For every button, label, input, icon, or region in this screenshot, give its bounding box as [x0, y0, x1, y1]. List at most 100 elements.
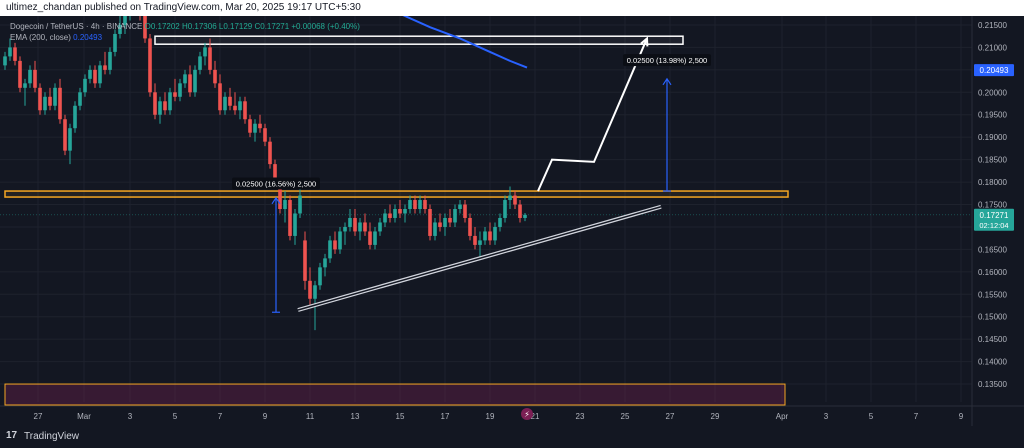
candle-body	[58, 87, 62, 120]
grid-lines	[0, 16, 1024, 426]
candle-body	[273, 164, 277, 183]
target-zone	[154, 35, 684, 45]
candle-body	[223, 96, 227, 111]
published-line: ultimez_chandan published on TradingView…	[6, 2, 361, 13]
ascending-trendline-inner	[297, 206, 662, 311]
candle-body	[103, 65, 107, 70]
chart-background	[0, 16, 1024, 426]
candle-body	[173, 92, 177, 97]
candle-body	[288, 200, 292, 236]
time-tick-label: 5	[173, 412, 178, 421]
ema-layer	[402, 16, 528, 69]
candle-body	[8, 47, 12, 57]
candle-body	[363, 222, 367, 232]
candle-body	[428, 209, 432, 236]
candle-body	[513, 195, 517, 205]
candle-body	[268, 141, 272, 165]
price-tick-label: 0.15000	[978, 313, 1007, 322]
candle-body	[378, 222, 382, 232]
candle-body	[213, 69, 217, 84]
candle-body	[28, 69, 32, 84]
candle-body	[143, 16, 147, 39]
candle-body	[423, 200, 427, 209]
time-tick-label: 7	[914, 412, 919, 421]
candle-body	[48, 96, 52, 106]
price-tick-label: 0.15500	[978, 290, 1007, 299]
measure-arrow-head	[662, 77, 672, 86]
time-tick-label: 27	[666, 412, 675, 421]
candle-body	[473, 235, 477, 245]
candle-body	[443, 217, 447, 227]
time-tick-label: 9	[263, 412, 268, 421]
measure-label-bg	[232, 177, 320, 190]
measure-label: 0.02500 (16.56%) 2,500	[236, 180, 316, 189]
candle-body	[198, 56, 202, 70]
time-tick-label: Mar	[77, 412, 91, 421]
candle-body	[388, 213, 392, 218]
candle-body	[218, 83, 222, 111]
tradingview-logo-icon: 17	[6, 430, 18, 441]
price-chart[interactable]: 0.02500 (16.56%) 2,500 0.02500 (13.98%) 2…	[0, 16, 1024, 426]
candle-body	[283, 200, 287, 209]
price-tick-label: 0.14500	[978, 335, 1007, 344]
candle-body	[468, 217, 472, 236]
candle-body	[313, 285, 317, 299]
ema-200-line	[402, 16, 528, 69]
candle-body	[13, 47, 17, 61]
candle-body	[118, 24, 122, 34]
footer: 17 TradingView	[0, 426, 1024, 448]
candle-body	[88, 69, 92, 79]
legend-ema-value: 0.20493	[73, 33, 103, 42]
candle-body	[338, 231, 342, 250]
candle-body	[403, 209, 407, 214]
price-tick-label: 0.18500	[978, 156, 1007, 165]
candle-body	[158, 101, 162, 115]
projection-path	[537, 38, 648, 192]
candle-body	[278, 182, 282, 209]
resistance-zone	[4, 190, 789, 198]
price-axis[interactable]: 0.215000.210000.205000.200000.195000.190…	[971, 16, 1014, 426]
lightning-icon: ⚡	[524, 410, 530, 419]
candle-body	[108, 51, 112, 70]
countdown-label: 02:12:04	[979, 221, 1008, 230]
ema-price-tag	[974, 64, 1014, 77]
publish-info-bar: ultimez_chandan published on TradingView…	[0, 0, 1024, 16]
candle-body	[73, 105, 77, 129]
candle-body	[368, 231, 372, 245]
zones-layer	[0, 35, 972, 406]
price-tick-label: 0.16000	[978, 268, 1007, 277]
candle-body	[253, 123, 257, 133]
price-tick-label: 0.17500	[978, 201, 1007, 210]
candle-body	[413, 200, 417, 209]
candle-body	[343, 226, 347, 232]
time-axis[interactable]: 27 Mar 3 5 7 9 11 13 15 17 19 21 23 25 27 29 Apr 3 5 7 9 ⚡	[0, 405, 1024, 421]
drawings-layer: 0.02500 (16.56%) 2,500 0.02500 (13.98%) 2…	[232, 36, 711, 313]
candle-body	[318, 267, 322, 286]
candle-body	[63, 119, 67, 151]
candle-body	[18, 60, 22, 88]
candle-body	[463, 204, 467, 218]
event-marker-icon[interactable]	[521, 408, 533, 420]
candle-body	[53, 87, 57, 106]
candle-body	[258, 123, 262, 129]
measure-label: 0.02500 (13.98%) 2,500	[627, 56, 707, 65]
candle-body	[508, 195, 512, 201]
candle-body	[248, 119, 252, 133]
candle-body	[298, 195, 302, 214]
candle-body	[498, 217, 502, 227]
candles-layer	[3, 16, 527, 331]
last-price-tag-label: 0.17271	[980, 211, 1009, 220]
candle-body	[493, 226, 497, 241]
candle-body	[78, 92, 82, 106]
price-tick-label: 0.21000	[978, 43, 1007, 52]
candle-body	[328, 240, 332, 259]
legend-ohlc: O0.17202 H0.17306 L0.17129 C0.17271 +0.0…	[144, 22, 360, 31]
price-tick-label: 0.21500	[978, 21, 1007, 30]
legend-ema-label: EMA (200, close)	[10, 33, 71, 42]
candle-body	[518, 204, 522, 218]
ema-price-tag-label: 0.20493	[980, 66, 1009, 75]
time-tick-label: 5	[869, 412, 874, 421]
chart-legend: Dogecoin / TetherUS · 4h · BINANCE O0.17…	[10, 21, 360, 43]
projection-arrow-head	[640, 36, 649, 47]
candle-body	[503, 200, 507, 218]
